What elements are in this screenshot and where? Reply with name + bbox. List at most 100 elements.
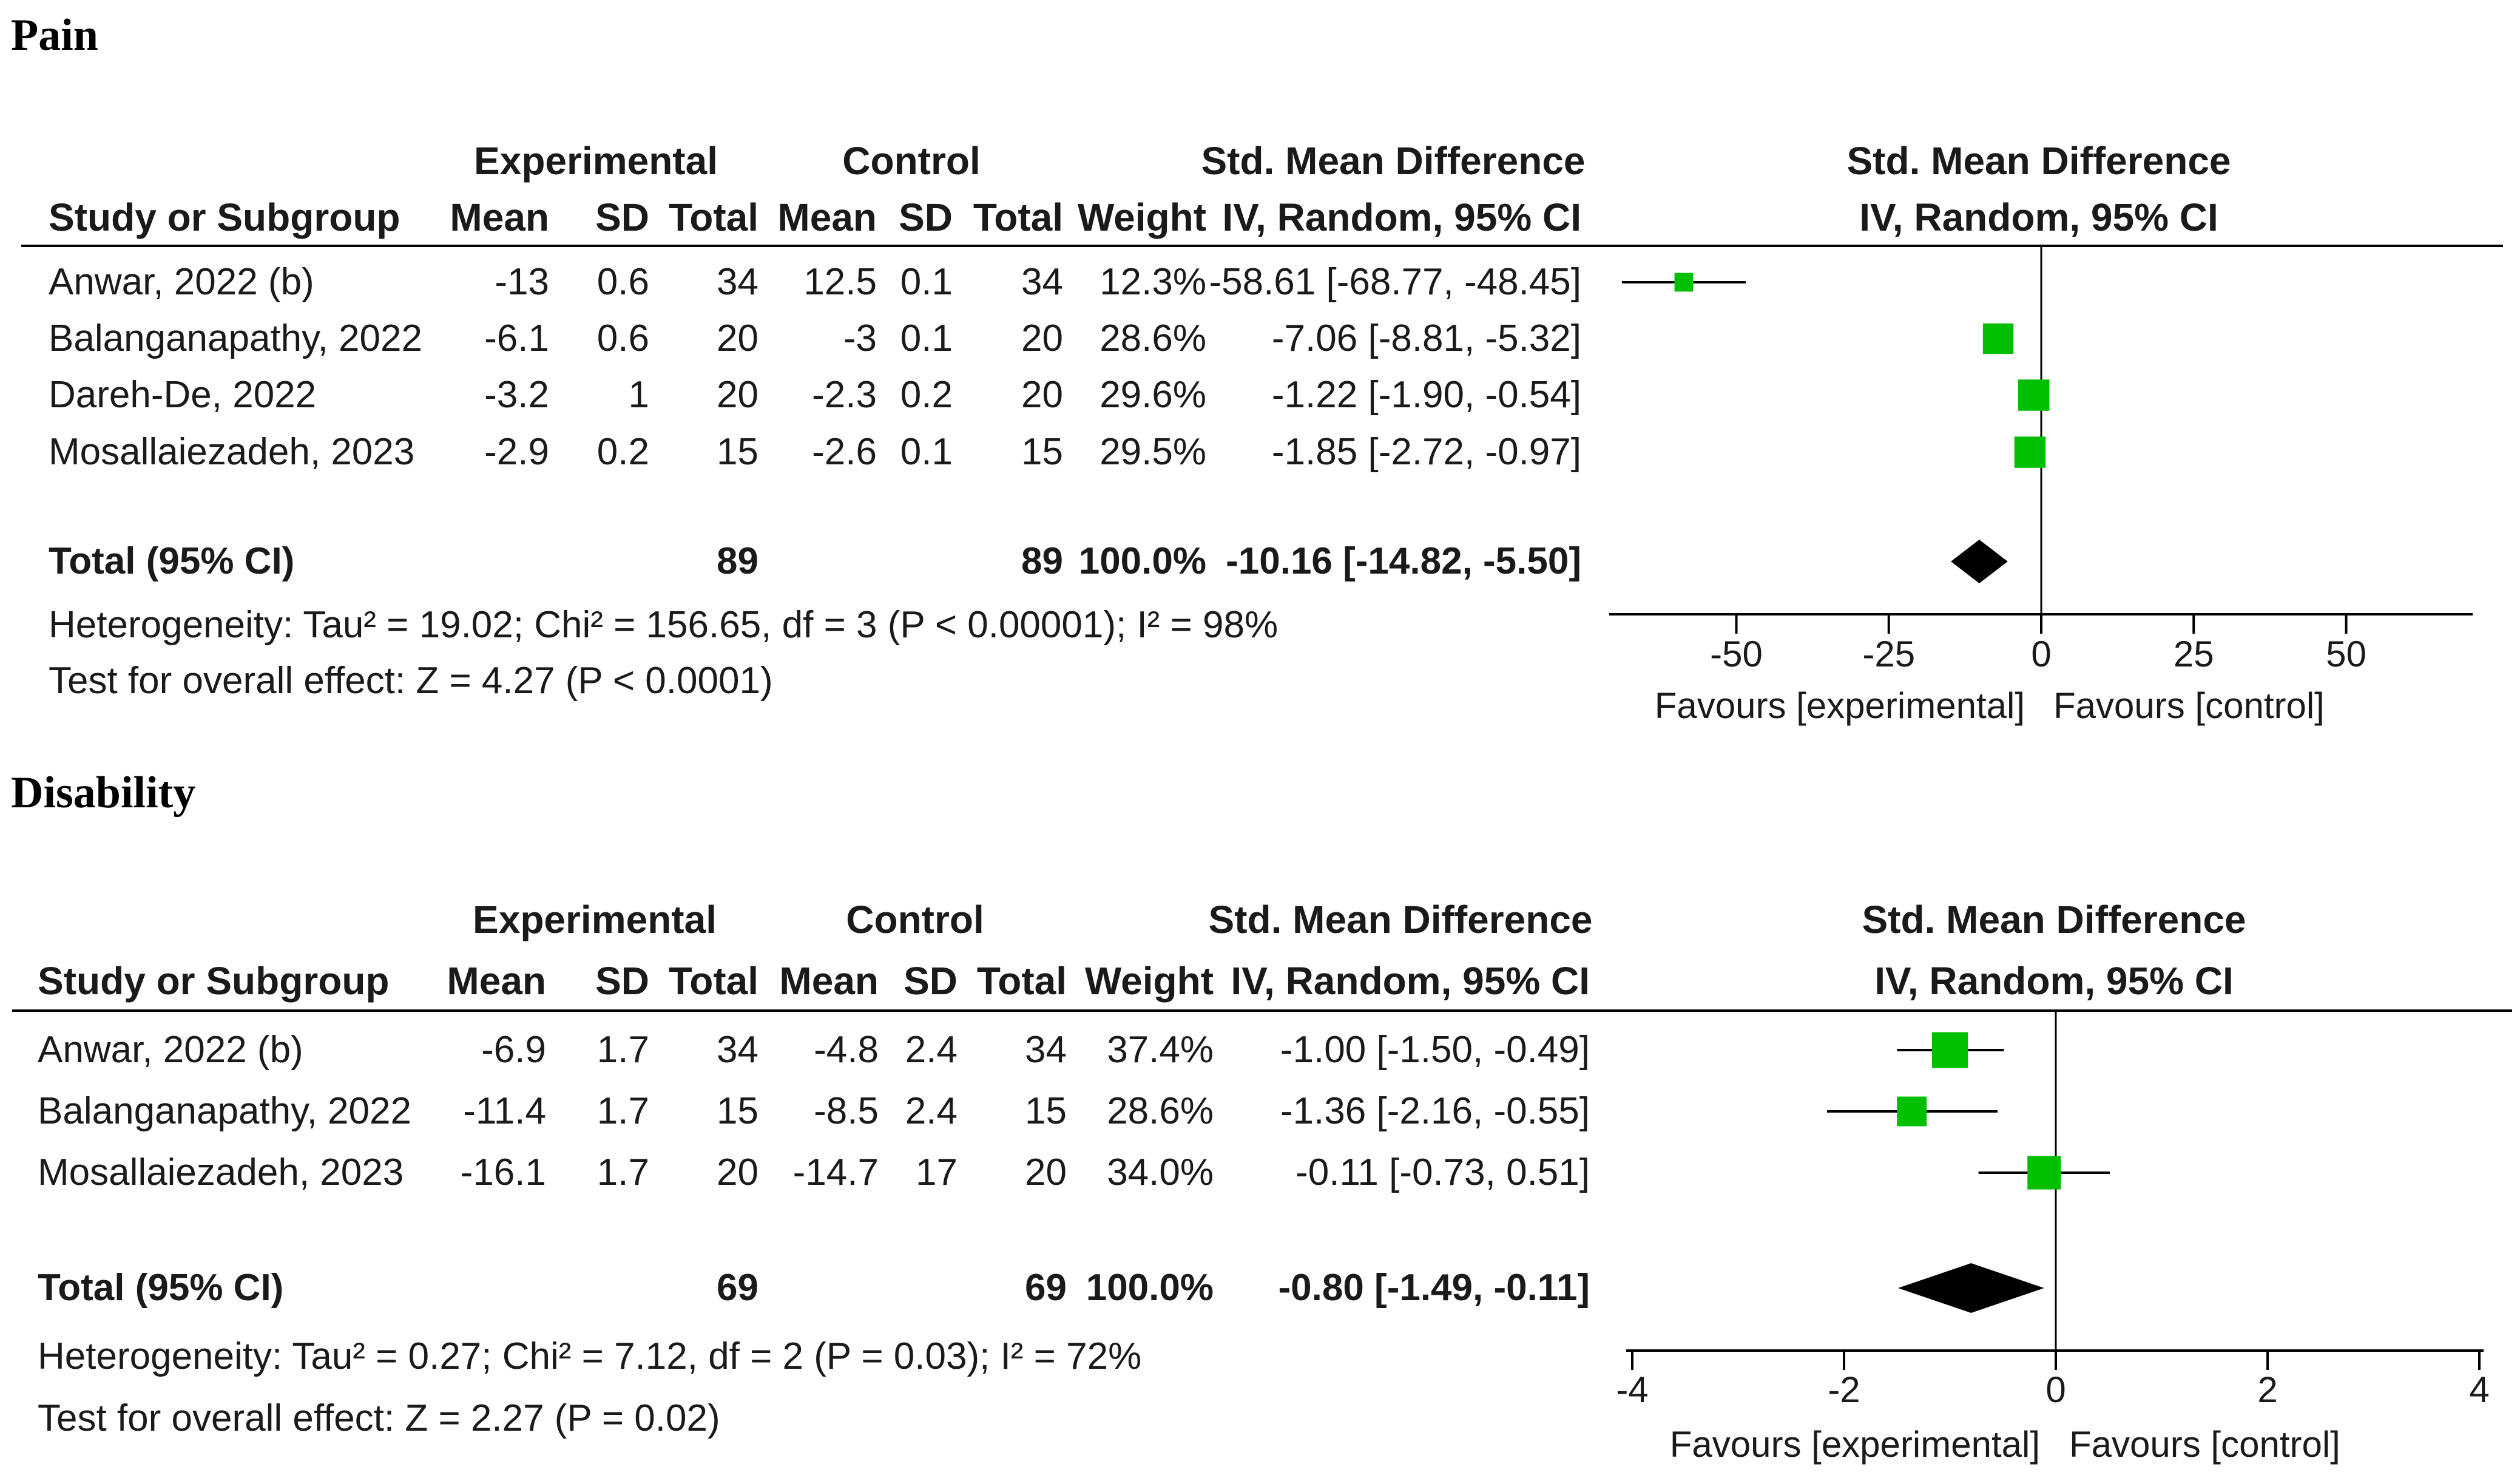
heterogeneity-text: Heterogeneity: Tau² = 0.27; Chi² = 7.12,… [38,1335,1141,1377]
col-exp-mean: Mean [447,959,546,1003]
col-exp-sd: SD [595,959,649,1003]
col-study: Study or Subgroup [38,959,390,1003]
x-tick-label: -2 [1828,1369,1860,1410]
ci-text: -1.22 [-1.90, -0.54] [1272,374,1581,416]
favours-experimental-label: Favours [experimental] [1670,1424,2040,1465]
total-ci: -10.16 [-14.82, -5.50] [1226,540,1581,582]
total-exp: 89 [717,540,758,582]
col-weight: Weight [1085,959,1214,1003]
exp-sd: 1.7 [597,1090,649,1132]
exp-sd: 1 [629,374,649,416]
study-marker [1897,1096,1927,1127]
col-exp-total: Total [669,959,758,1003]
ctl-total: 20 [1021,317,1063,359]
col-plot-ci: IV, Random, 95% CI [1874,959,2234,1003]
exp-mean: -11.4 [463,1090,546,1132]
x-tick-label: 0 [2031,634,2051,674]
header-experimental: Experimental [473,898,717,941]
study-marker [1674,273,1694,292]
ctl-total: 20 [1025,1151,1067,1193]
total-label: Total (95% CI) [49,540,294,582]
ctl-sd: 0.2 [900,374,953,416]
study-name: Balanganapathy, 2022 [49,317,422,359]
col-ci: IV, Random, 95% CI [1222,195,1581,239]
study-marker [1931,1032,1968,1068]
exp-total: 20 [717,1151,758,1193]
col-ci: IV, Random, 95% CI [1231,959,1590,1003]
col-exp-total: Total [669,195,758,239]
exp-total: 20 [717,374,758,416]
exp-sd: 0.2 [597,431,649,473]
ctl-sd: 17 [916,1151,958,1193]
col-weight: Weight [1078,195,1206,239]
pooled-diamond [1897,1263,2044,1313]
ci-text: -1.85 [-2.72, -0.97] [1272,431,1581,473]
pooled-diamond [1951,540,2008,583]
weight: 34.0% [1107,1151,1214,1193]
x-tick-label: 2 [2257,1369,2277,1410]
study-name: Mosallaiezadeh, 2023 [49,431,414,473]
col-ctl-total: Total [977,959,1067,1003]
ctl-total: 20 [1021,374,1063,416]
ctl-total: 34 [1025,1029,1067,1071]
header-control: Control [842,139,981,183]
weight: 28.6% [1107,1090,1214,1132]
ctl-mean: -8.5 [814,1090,879,1132]
exp-sd: 0.6 [597,261,649,303]
weight: 29.6% [1100,374,1206,416]
x-tick-label: 0 [2045,1369,2066,1410]
col-exp-sd: SD [595,195,649,239]
panel-title: Pain [11,10,98,60]
ctl-sd: 0.1 [900,317,953,359]
table-row: Anwar, 2022 (b) -13 0.6 34 12.5 0.1 34 12.3% -58… [49,261,1746,303]
exp-sd: 1.7 [597,1151,649,1193]
ctl-mean: -2.3 [812,374,877,416]
panel-title: Disability [11,768,195,818]
study-name: Mosallaiezadeh, 2023 [38,1151,404,1193]
exp-mean: -6.9 [481,1029,546,1071]
ctl-mean: -14.7 [793,1151,879,1193]
exp-mean: -2.9 [484,431,549,473]
ci-text: -0.11 [-0.73, 0.51] [1295,1151,1590,1193]
header-plot-smd: Std. Mean Difference [1862,898,2246,941]
total-label: Total (95% CI) [38,1267,283,1309]
total-row: Total (95% CI) 69 69 100.0% -0.80 [-1.49, -0… [38,1263,2044,1313]
overall-effect-text: Test for overall effect: Z = 2.27 (P = 0… [38,1397,720,1439]
ctl-total: 34 [1021,261,1063,303]
panel-pain: Pain Experimental Control Std. Mean Differe… [11,10,2503,726]
ci-text: -7.06 [-8.81, -5.32] [1272,317,1581,359]
total-ci: -0.80 [-1.49, -0.11] [1279,1267,1590,1309]
favours-experimental-label: Favours [experimental] [1655,685,2025,726]
table-row: Balanganapathy, 2022 -11.4 1.7 15 -8.5 2.4 15 2… [38,1090,1998,1132]
ci-text: -58.61 [-68.77, -48.45] [1209,261,1581,303]
col-ctl-sd: SD [899,195,953,239]
total-exp: 69 [717,1267,758,1309]
weight: 37.4% [1107,1029,1214,1071]
ctl-mean: 12.5 [803,261,877,303]
table-row: Anwar, 2022 (b) -6.9 1.7 34 -4.8 2.4 34 37.4% -1… [38,1029,2004,1071]
heterogeneity-text: Heterogeneity: Tau² = 19.02; Chi² = 156.… [49,604,1278,646]
ctl-total: 15 [1021,431,1063,473]
ctl-sd: 0.1 [900,261,953,303]
table-row: Dareh-De, 2022 -3.2 1 20 -2.3 0.2 20 29.6% -1.22… [49,374,2050,416]
ctl-sd: 2.4 [905,1029,958,1071]
study-name: Balanganapathy, 2022 [38,1090,411,1132]
exp-total: 20 [717,317,758,359]
col-plot-ci: IV, Random, 95% CI [1859,195,2218,239]
col-exp-mean: Mean [450,195,549,239]
header-smd: Std. Mean Difference [1201,139,1585,183]
header-experimental: Experimental [474,139,718,183]
header-control: Control [846,898,984,941]
header-plot-smd: Std. Mean Difference [1846,139,2231,183]
study-marker [1982,323,2014,354]
exp-total: 34 [717,261,758,303]
study-marker [2014,436,2046,468]
col-study: Study or Subgroup [49,195,400,239]
exp-mean: -16.1 [461,1151,546,1193]
ctl-sd: 2.4 [905,1090,958,1132]
x-tick-label: -25 [1862,634,1915,674]
exp-total: 15 [717,1090,758,1132]
weight: 29.5% [1100,431,1206,473]
total-row: Total (95% CI) 89 89 100.0% -10.16 [-14.82, … [49,540,2008,583]
ctl-mean: -4.8 [814,1029,879,1071]
